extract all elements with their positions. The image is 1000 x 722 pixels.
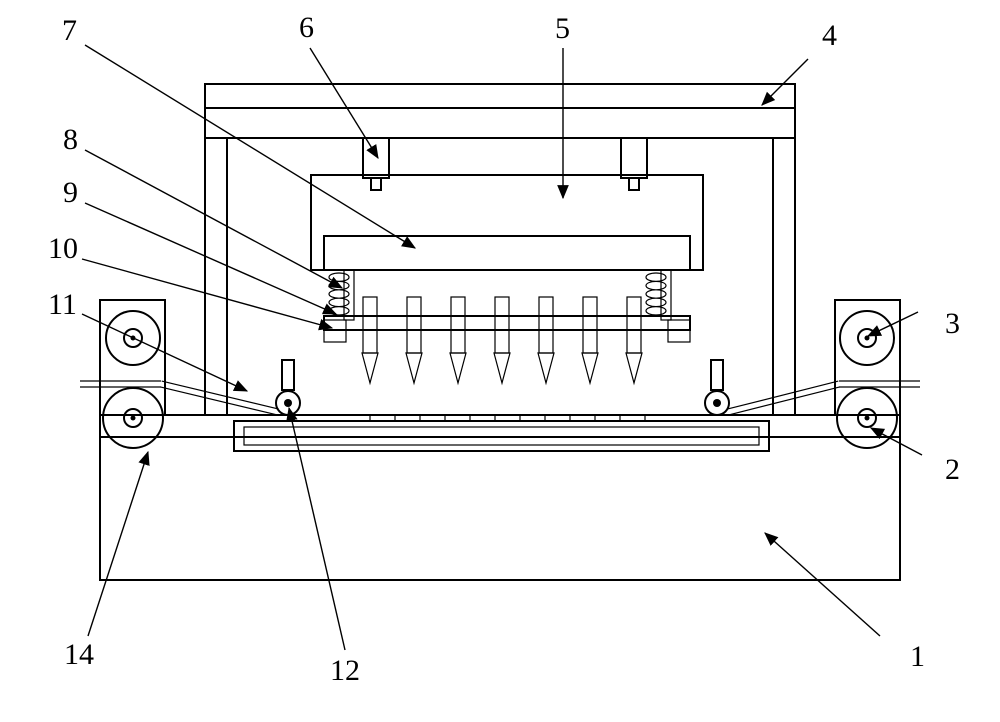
needle-body-3 [495, 297, 509, 353]
needle-tip-3 [494, 353, 510, 383]
diagram-canvas: 12345678910111214 [0, 0, 1000, 722]
cylinder-left [363, 138, 389, 178]
label-12: 12 [330, 654, 360, 687]
label-10: 10 [48, 232, 78, 265]
small-roller-stand-0 [282, 360, 294, 390]
press-house [311, 175, 703, 270]
needle-tip-4 [538, 353, 554, 383]
big-roller-center-3 [865, 416, 870, 421]
small-roller-axle-0 [284, 399, 292, 407]
label-8: 8 [63, 123, 78, 156]
leader-6 [310, 48, 378, 158]
needle-body-4 [539, 297, 553, 353]
label-5: 5 [555, 12, 570, 45]
label-9: 9 [63, 176, 78, 209]
frame-crossbar [205, 108, 795, 138]
needle-body-1 [407, 297, 421, 353]
web-right-in-b [727, 381, 838, 409]
needle-body-2 [451, 297, 465, 353]
press-plate [324, 236, 690, 270]
base-top-bar [100, 415, 900, 437]
spring-coil-1 [646, 273, 666, 315]
label-2: 2 [945, 453, 960, 486]
web-right-in-a [729, 387, 840, 415]
leader-8 [85, 150, 342, 288]
small-roller-stand-1 [711, 360, 723, 390]
spring-coil-0 [329, 273, 349, 315]
leader-12 [289, 408, 345, 650]
label-11: 11 [48, 288, 77, 321]
leader-2 [871, 428, 922, 455]
needle-body-6 [627, 297, 641, 353]
label-7: 7 [62, 14, 77, 47]
needle-bar [324, 316, 690, 330]
label-3: 3 [945, 307, 960, 340]
cylinder-right [621, 138, 647, 178]
needle-tip-5 [582, 353, 598, 383]
base-outer [100, 415, 900, 580]
needle-body-0 [363, 297, 377, 353]
needle-tip-2 [450, 353, 466, 383]
needle-tip-6 [626, 353, 642, 383]
leader-9 [85, 203, 336, 314]
needle-body-5 [583, 297, 597, 353]
leader-14 [88, 452, 148, 636]
label-4: 4 [822, 19, 837, 52]
web-left-in-a [160, 387, 277, 415]
cylinder-rod-right [629, 178, 639, 190]
leader-7 [85, 45, 415, 248]
cylinder-rod-left [371, 178, 381, 190]
small-roller-axle-1 [713, 399, 721, 407]
label-6: 6 [299, 11, 314, 44]
leader-10 [82, 259, 332, 328]
needle-tip-1 [406, 353, 422, 383]
web-left-in-b [162, 381, 279, 409]
label-14: 14 [64, 638, 94, 671]
leader-4 [762, 59, 808, 105]
big-roller-center-1 [131, 416, 136, 421]
leader-1 [765, 533, 880, 636]
label-1: 1 [910, 640, 925, 673]
needle-tip-0 [362, 353, 378, 383]
